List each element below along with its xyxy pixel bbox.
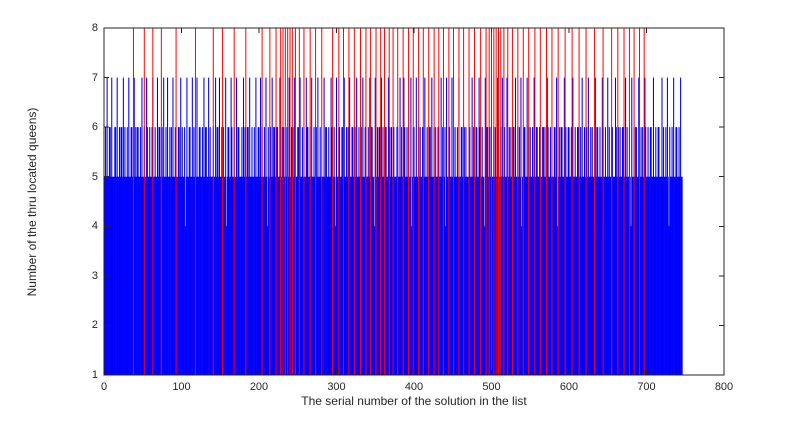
y-tick-label: 4	[91, 220, 98, 233]
y-tick-label: 3	[91, 269, 98, 282]
y-tick-label: 7	[91, 71, 98, 84]
red-stems	[132, 28, 645, 375]
x-tick-label: 300	[327, 381, 346, 393]
x-axis-title: The serial number of the solution in the…	[301, 394, 527, 408]
x-tick-label: 400	[404, 381, 424, 393]
y-tick-label: 2	[91, 319, 98, 332]
y-tick-label: 5	[91, 170, 98, 183]
blue-bars	[103, 77, 683, 375]
y-tick-label: 8	[91, 22, 98, 34]
x-tick-label: 600	[559, 381, 579, 393]
y-tick-label: 6	[91, 121, 98, 134]
y-axis-title: Number of the thru located queens)	[25, 107, 39, 297]
x-tick-label: 100	[172, 381, 191, 393]
x-tick-label: 0	[100, 381, 108, 393]
x-tick-label: 500	[482, 381, 501, 393]
x-tick-label: 200	[249, 381, 269, 393]
y-tick-label: 1	[91, 369, 98, 381]
x-tick-label: 700	[637, 381, 656, 393]
x-tick-label: 800	[714, 381, 734, 393]
